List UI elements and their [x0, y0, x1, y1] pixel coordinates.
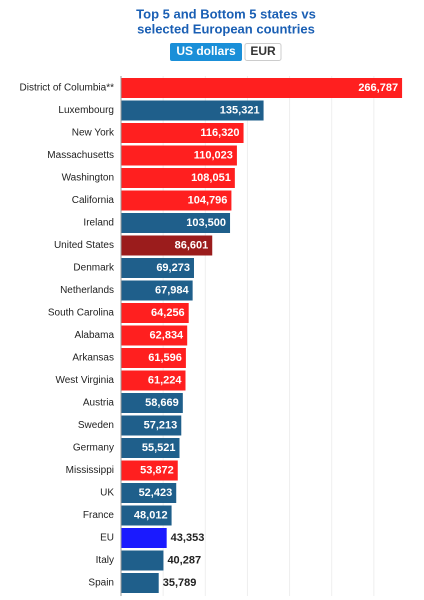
y-tick-label: Germany — [73, 443, 114, 454]
y-tick-label: District of Columbia** — [20, 83, 115, 94]
data-label: 266,787 — [358, 82, 398, 94]
chart-title: Top 5 and Bottom 5 states vs — [136, 6, 316, 21]
y-tick-label: Massachusetts — [47, 150, 114, 161]
y-tick-label: Netherlands — [60, 285, 114, 296]
data-label: 108,051 — [191, 172, 231, 184]
bar — [121, 168, 235, 188]
data-label: 40,287 — [167, 554, 201, 566]
data-label: 104,796 — [188, 194, 228, 206]
data-label: 43,353 — [171, 532, 205, 544]
bar — [121, 573, 159, 593]
data-label: 61,224 — [148, 374, 183, 386]
bar — [121, 460, 178, 481]
data-label: 48,012 — [134, 509, 168, 521]
y-tick-label: Sweden — [78, 420, 114, 431]
y-tick-label: Austria — [83, 398, 115, 409]
chart-title: selected European countries — [137, 21, 315, 36]
data-label: 58,669 — [145, 397, 179, 409]
y-tick-label: EU — [100, 533, 114, 544]
bar — [121, 325, 188, 346]
bar — [121, 505, 172, 526]
y-tick-label: Arkansas — [72, 353, 114, 364]
bar — [121, 280, 193, 301]
data-label: 35,789 — [163, 577, 197, 589]
y-tick-label: South Carolina — [48, 308, 115, 319]
bar — [121, 415, 182, 436]
toggle-button[interactable]: US dollars — [176, 44, 236, 58]
y-tick-label: Mississippi — [66, 465, 114, 476]
y-tick-label: United States — [54, 240, 114, 251]
bar — [121, 123, 244, 143]
bar — [121, 528, 167, 548]
button-bg[interactable] — [170, 43, 242, 61]
data-label: 67,984 — [155, 284, 190, 296]
bar — [121, 78, 403, 98]
y-tick-label: West Virginia — [55, 375, 114, 386]
bar — [121, 235, 213, 256]
bar — [121, 393, 183, 413]
bar — [121, 348, 186, 368]
y-tick-label: New York — [72, 128, 115, 139]
y-tick-label: Denmark — [73, 263, 115, 274]
data-label: 61,596 — [148, 352, 182, 364]
toggle-button[interactable]: EUR — [250, 44, 276, 58]
data-label: 64,256 — [151, 307, 185, 319]
y-tick-label: Spain — [88, 578, 114, 589]
bar — [121, 258, 194, 278]
bar — [121, 550, 164, 571]
bar — [121, 190, 232, 211]
y-tick-label: Alabama — [75, 330, 115, 341]
data-label: 86,601 — [175, 239, 209, 251]
data-label: 57,213 — [144, 419, 178, 431]
data-label: 103,500 — [186, 217, 226, 229]
data-label: 55,521 — [142, 442, 176, 454]
data-label: 69,273 — [156, 262, 190, 274]
data-label: 62,834 — [150, 329, 185, 341]
y-tick-label: France — [83, 510, 115, 521]
data-label: 53,872 — [140, 464, 174, 476]
y-tick-label: California — [72, 195, 115, 206]
y-tick-label: Ireland — [83, 218, 114, 229]
bar — [121, 483, 177, 503]
data-label: 52,423 — [139, 487, 173, 499]
data-label: 135,321 — [220, 104, 260, 116]
data-label: 116,320 — [200, 127, 239, 139]
data-label: 110,023 — [194, 149, 233, 161]
y-tick-label: Luxembourg — [58, 105, 114, 116]
button-bg[interactable] — [244, 43, 282, 61]
bar — [121, 145, 237, 166]
bar — [121, 438, 180, 458]
bar — [121, 100, 264, 121]
y-tick-label: Washington — [62, 173, 114, 184]
y-tick-label: UK — [100, 488, 114, 499]
y-tick-label: Italy — [96, 555, 114, 566]
bar — [121, 370, 186, 391]
bar — [121, 213, 231, 233]
bar — [121, 303, 189, 323]
